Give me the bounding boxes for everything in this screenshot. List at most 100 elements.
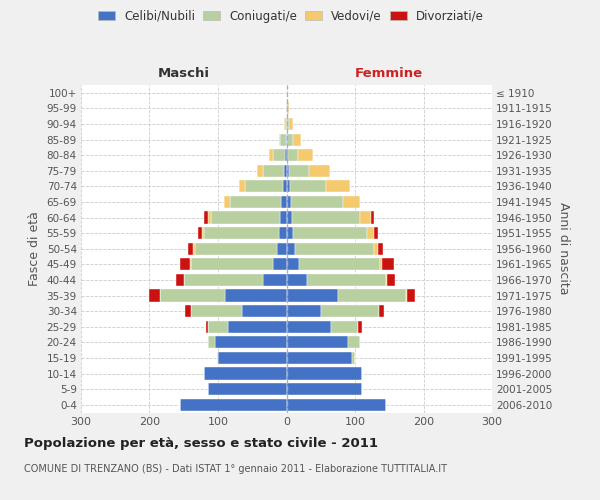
Bar — [287, 290, 338, 302]
Bar — [287, 196, 291, 208]
Text: Popolazione per età, sesso e stato civile - 2011: Popolazione per età, sesso e stato civil… — [24, 438, 378, 450]
Bar — [298, 149, 313, 162]
Bar — [286, 134, 287, 145]
Bar — [287, 383, 362, 395]
Bar — [263, 274, 287, 286]
Bar — [211, 212, 280, 224]
Bar — [280, 212, 287, 224]
Bar — [338, 290, 406, 302]
Bar — [287, 305, 321, 317]
Bar — [202, 227, 203, 239]
Bar — [287, 212, 292, 224]
Bar — [287, 102, 289, 115]
Bar — [283, 180, 287, 192]
Bar — [179, 258, 190, 270]
Bar — [225, 290, 287, 302]
Bar — [326, 180, 350, 192]
Bar — [277, 242, 287, 255]
Bar — [289, 118, 293, 130]
Bar — [286, 102, 287, 115]
Bar — [292, 212, 361, 224]
Bar — [279, 134, 280, 145]
Bar — [245, 180, 283, 192]
Bar — [188, 242, 193, 255]
Bar — [273, 149, 285, 162]
Bar — [217, 352, 218, 364]
Bar — [371, 212, 374, 224]
Bar — [309, 164, 329, 177]
Bar — [206, 320, 208, 333]
Bar — [204, 368, 287, 380]
Bar — [280, 134, 286, 145]
Bar — [160, 290, 225, 302]
Bar — [287, 320, 331, 333]
Bar — [331, 320, 358, 333]
Bar — [285, 149, 287, 162]
Bar — [230, 196, 281, 208]
Bar — [190, 258, 191, 270]
Y-axis label: Anni di nascita: Anni di nascita — [557, 202, 569, 295]
Bar — [358, 320, 362, 333]
Bar — [284, 164, 287, 177]
Bar — [287, 398, 386, 411]
Bar — [406, 290, 407, 302]
Bar — [379, 305, 385, 317]
Bar — [374, 227, 377, 239]
Bar — [321, 305, 379, 317]
Bar — [215, 336, 287, 348]
Bar — [191, 305, 242, 317]
Bar — [382, 258, 394, 270]
Bar — [367, 227, 374, 239]
Bar — [228, 320, 287, 333]
Bar — [273, 258, 287, 270]
Bar — [198, 227, 202, 239]
Bar — [287, 149, 288, 162]
Bar — [204, 212, 208, 224]
Bar — [293, 227, 367, 239]
Bar — [285, 118, 287, 130]
Bar — [380, 258, 382, 270]
Bar — [176, 274, 184, 286]
Bar — [386, 274, 387, 286]
Bar — [377, 242, 383, 255]
Bar — [299, 258, 380, 270]
Bar — [208, 212, 211, 224]
Bar — [387, 274, 395, 286]
Bar — [361, 212, 371, 224]
Bar — [307, 274, 386, 286]
Bar — [289, 164, 309, 177]
Bar — [407, 290, 415, 302]
Text: Maschi: Maschi — [158, 68, 210, 80]
Bar — [193, 242, 195, 255]
Text: COMUNE DI TRENZANO (BS) - Dati ISTAT 1° gennaio 2011 - Elaborazione TUTTITALIA.I: COMUNE DI TRENZANO (BS) - Dati ISTAT 1° … — [24, 464, 447, 474]
Bar — [239, 180, 245, 192]
Bar — [287, 368, 362, 380]
Bar — [287, 258, 299, 270]
Bar — [290, 180, 326, 192]
Bar — [287, 352, 352, 364]
Text: Femmine: Femmine — [355, 68, 424, 80]
Bar — [291, 196, 343, 208]
Bar — [288, 149, 298, 162]
Bar — [184, 274, 263, 286]
Bar — [293, 134, 301, 145]
Bar — [269, 149, 273, 162]
Bar — [242, 305, 287, 317]
Bar — [279, 227, 287, 239]
Bar — [287, 180, 290, 192]
Bar — [287, 227, 293, 239]
Bar — [374, 242, 377, 255]
Bar — [208, 336, 215, 348]
Bar — [185, 305, 191, 317]
Bar — [281, 196, 287, 208]
Bar — [284, 118, 285, 130]
Legend: Celibi/Nubili, Coniugati/e, Vedovi/e, Divorziati/e: Celibi/Nubili, Coniugati/e, Vedovi/e, Di… — [93, 5, 489, 28]
Bar — [287, 242, 295, 255]
Bar — [257, 164, 263, 177]
Bar — [224, 196, 230, 208]
Bar — [149, 290, 160, 302]
Bar — [218, 352, 287, 364]
Bar — [287, 336, 348, 348]
Bar — [208, 383, 287, 395]
Y-axis label: Fasce di età: Fasce di età — [28, 212, 41, 286]
